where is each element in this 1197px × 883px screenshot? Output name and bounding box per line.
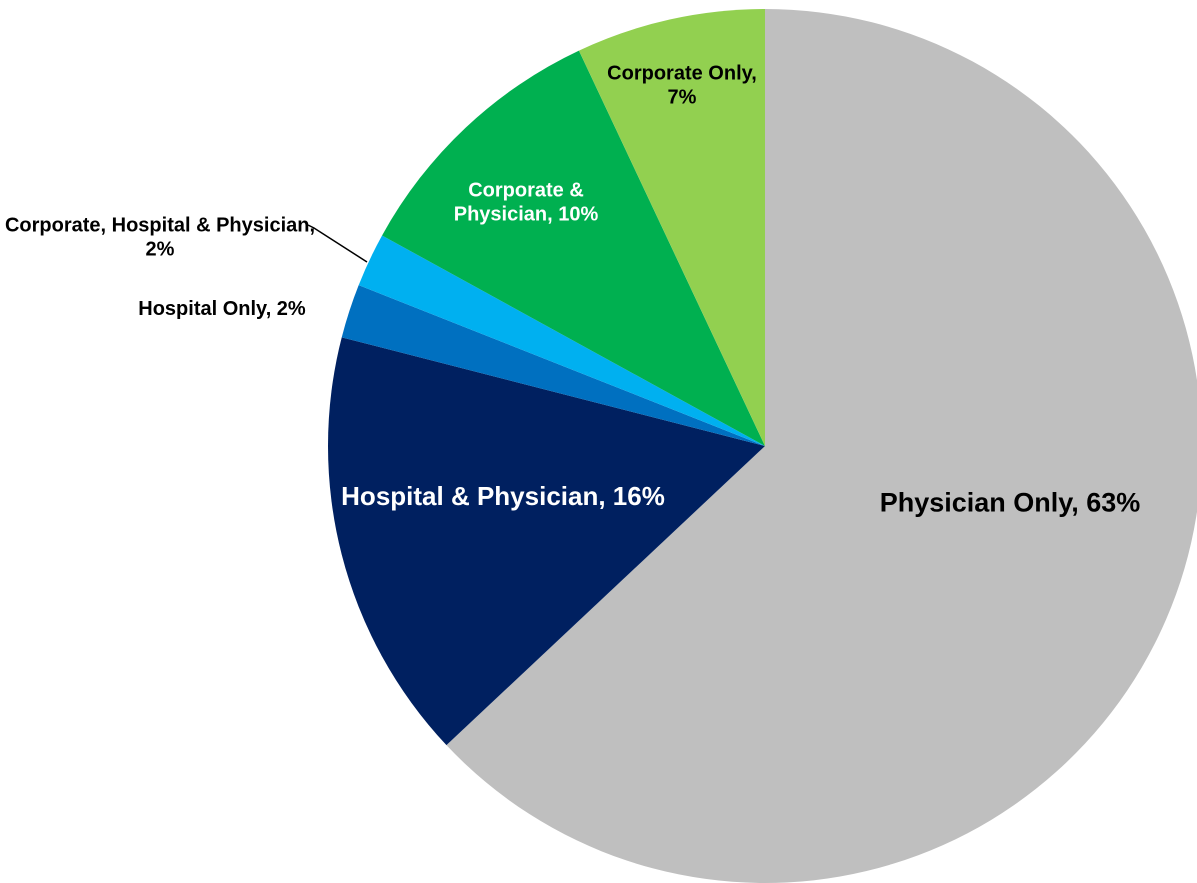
pie-slice	[382, 50, 765, 446]
data-label: Hospital Only, 2%	[138, 297, 306, 320]
data-label: Hospital & Physician, 16%	[341, 481, 665, 512]
data-label: Corporate & Physician, 10%	[453, 179, 599, 226]
leader-line	[307, 224, 368, 263]
data-label: Corporate Only, 7%	[607, 62, 757, 109]
pie-slice	[327, 337, 765, 746]
data-label: Corporate, Hospital & Physician, 2%	[4, 214, 316, 261]
pie-slice	[578, 9, 765, 446]
pie-slice	[358, 235, 765, 446]
pie-slice	[446, 9, 1197, 883]
pie-slice	[341, 285, 765, 446]
data-label: Physician Only, 63%	[879, 487, 1141, 518]
